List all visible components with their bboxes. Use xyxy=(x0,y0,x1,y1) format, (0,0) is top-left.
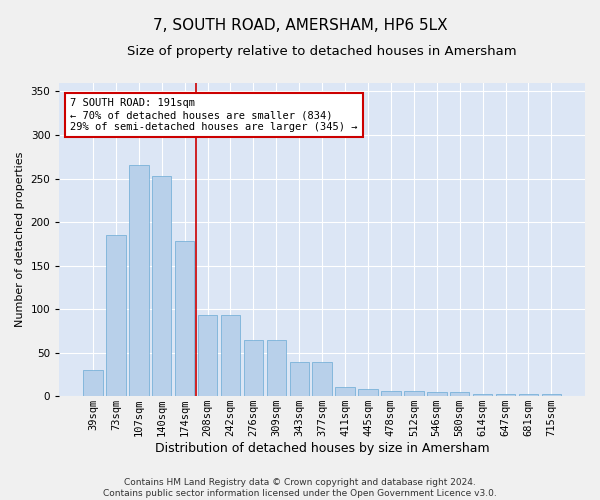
Bar xyxy=(427,392,446,396)
X-axis label: Distribution of detached houses by size in Amersham: Distribution of detached houses by size … xyxy=(155,442,490,455)
Bar xyxy=(175,241,194,396)
Text: 7 SOUTH ROAD: 191sqm
← 70% of detached houses are smaller (834)
29% of semi-deta: 7 SOUTH ROAD: 191sqm ← 70% of detached h… xyxy=(70,98,358,132)
Y-axis label: Number of detached properties: Number of detached properties xyxy=(15,152,25,327)
Text: Contains HM Land Registry data © Crown copyright and database right 2024.
Contai: Contains HM Land Registry data © Crown c… xyxy=(103,478,497,498)
Bar xyxy=(404,391,424,396)
Bar xyxy=(198,315,217,396)
Title: Size of property relative to detached houses in Amersham: Size of property relative to detached ho… xyxy=(127,45,517,58)
Bar xyxy=(381,391,401,396)
Bar xyxy=(519,394,538,396)
Bar xyxy=(313,362,332,396)
Bar xyxy=(473,394,493,396)
Bar xyxy=(221,315,240,396)
Bar xyxy=(266,340,286,396)
Bar xyxy=(244,340,263,396)
Bar xyxy=(450,392,469,396)
Text: 7, SOUTH ROAD, AMERSHAM, HP6 5LX: 7, SOUTH ROAD, AMERSHAM, HP6 5LX xyxy=(152,18,448,32)
Bar xyxy=(106,235,125,396)
Bar xyxy=(290,362,309,396)
Bar xyxy=(358,389,378,396)
Bar xyxy=(542,394,561,396)
Bar xyxy=(83,370,103,396)
Bar xyxy=(129,166,149,396)
Bar xyxy=(496,394,515,396)
Bar xyxy=(335,386,355,396)
Bar xyxy=(152,176,172,396)
